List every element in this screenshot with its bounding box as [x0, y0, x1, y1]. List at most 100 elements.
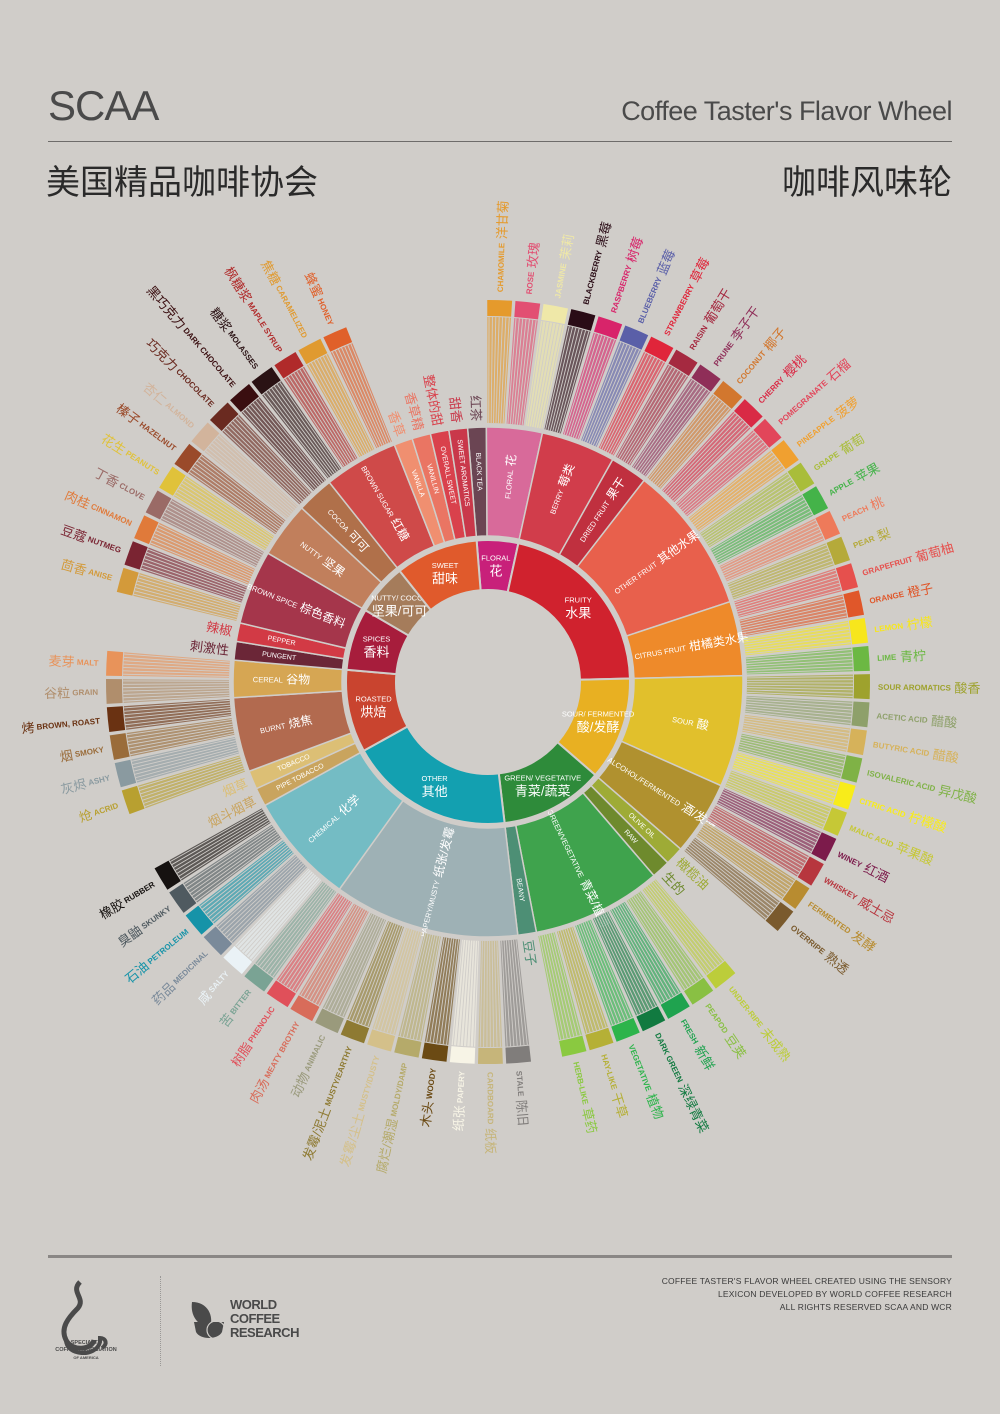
flavor-cap-cinnamon[interactable] — [134, 515, 159, 545]
flavor-cap-phenolic[interactable] — [266, 980, 296, 1008]
flavor-cap-peapod[interactable] — [684, 977, 714, 1005]
flavor-bar-stripe — [550, 933, 578, 1037]
flavor-cap-brown-roast[interactable] — [106, 706, 126, 733]
flavor-cap-meaty-brothy[interactable] — [290, 995, 320, 1022]
flavor-cap-caramelized[interactable] — [298, 338, 328, 365]
flavor-cap-strawberry[interactable] — [644, 336, 674, 362]
subcategory-segment-sweet-aromatics[interactable] — [447, 427, 478, 539]
flavor-cap-apple[interactable] — [802, 486, 829, 516]
flavor-cap-peach[interactable] — [815, 511, 841, 540]
flavor-cap-blackberry[interactable] — [567, 309, 596, 331]
flavor-cap-skunky[interactable] — [169, 883, 197, 913]
flavor-cap-sour-aromatics[interactable] — [853, 674, 870, 700]
flavor-cap-pineapple[interactable] — [771, 440, 799, 470]
flavor-cap-butyric-acid[interactable] — [847, 728, 867, 756]
flavor-cap-salty[interactable] — [223, 945, 253, 975]
flavor-cap-dark-green[interactable] — [636, 1006, 666, 1032]
flavor-cap-maple-syrup[interactable] — [274, 352, 304, 379]
flavor-cap-malic-acid[interactable] — [823, 807, 847, 836]
flavor-cap-under-ripe[interactable] — [706, 960, 736, 989]
category-segment-sweet[interactable] — [398, 539, 482, 612]
flavor-cap-vegetative[interactable] — [611, 1017, 640, 1042]
flavor-bar-molasses[interactable] — [262, 381, 342, 479]
flavor-cap-chocolate[interactable] — [209, 402, 239, 432]
flavor-bar-winey[interactable] — [716, 788, 821, 854]
flavor-cap-honey[interactable] — [323, 327, 353, 352]
flavor-cap-fresh[interactable] — [660, 992, 690, 1019]
flavor-cap-coconut[interactable] — [713, 380, 743, 409]
flavor-bar-stripe — [469, 940, 476, 1047]
flavor-cap-hay-like[interactable] — [585, 1027, 614, 1051]
flavor-cap-pomegranate[interactable] — [753, 418, 782, 448]
flavor-bar-fermented[interactable] — [696, 821, 796, 899]
flavor-cap-malt[interactable] — [106, 650, 124, 676]
flavor-bar-animalic[interactable] — [322, 912, 387, 1018]
flavor-cap-clove[interactable] — [145, 490, 172, 520]
flavor-cap-jasmine[interactable] — [541, 304, 569, 325]
flavor-bar-peapod[interactable] — [626, 891, 704, 991]
flavor-cap-orange[interactable] — [843, 590, 865, 618]
flavor-cap-dark-chocolate[interactable] — [230, 384, 259, 413]
category-floral: BLACK TEA 红茶 FLORAL 花 CHAMOMILE 洋甘菊 ROSE 玫瑰 J… — [466, 200, 576, 594]
flavor-cap-almond[interactable] — [191, 422, 220, 452]
flavor-cap-acetic-acid[interactable] — [851, 701, 870, 728]
flavor-bar-skunky[interactable] — [183, 824, 282, 903]
flavor-cap-fermented[interactable] — [782, 879, 810, 909]
flavor-bar-phenolic[interactable] — [276, 893, 353, 993]
flavor-bar-hazelnut[interactable] — [188, 454, 286, 535]
flavor-cap-nutmeg[interactable] — [124, 541, 148, 570]
flavor-cap-woody[interactable] — [421, 1042, 449, 1062]
flavor-cap-medicinal[interactable] — [203, 926, 233, 956]
flavor-cap-rubber[interactable] — [154, 860, 181, 890]
flavor-cap-isovaleric-acid[interactable] — [841, 755, 863, 783]
flavor-cap-chamomile[interactable] — [487, 300, 513, 317]
flavor-cap-moldy-damp[interactable] — [394, 1036, 422, 1058]
flavor-cap-stale[interactable] — [505, 1045, 532, 1064]
flavor-cap-prune[interactable] — [691, 364, 721, 392]
flavor-bar-stale[interactable] — [500, 939, 530, 1047]
wcr-logo-icon — [191, 1302, 226, 1340]
flavor-cap-molasses[interactable] — [251, 367, 281, 395]
flavor-cap-cherry[interactable] — [734, 399, 763, 428]
flavor-cap-ashy[interactable] — [114, 759, 137, 788]
flavor-cap-grapefruit[interactable] — [835, 563, 859, 592]
flavor-cap-grape[interactable] — [787, 462, 815, 492]
flavor-cap-grain[interactable] — [106, 679, 123, 704]
flavor-cap-papery[interactable] — [449, 1046, 476, 1064]
flavor-cap-petroleum[interactable] — [185, 905, 214, 935]
flavor-cap-whiskey[interactable] — [797, 856, 824, 886]
flavor-cap-lemon[interactable] — [848, 618, 868, 645]
flavor-bar-chamomile[interactable] — [487, 317, 512, 424]
flavor-bar-pineapple[interactable] — [688, 450, 785, 532]
flavor-bar-dark-green[interactable] — [592, 911, 658, 1016]
flavor-cap-musty-earthy[interactable] — [340, 1019, 370, 1044]
flavor-cap-anise[interactable] — [116, 567, 139, 596]
flavor-cap-raisin[interactable] — [668, 349, 698, 376]
flavor-cap-cardboard[interactable] — [477, 1047, 503, 1064]
flavor-cap-acrid[interactable] — [121, 785, 145, 815]
flavor-bar-stripe — [659, 408, 730, 489]
flavor-cap-musty-dusty[interactable] — [367, 1029, 396, 1052]
flavor-cap-rose[interactable] — [514, 300, 541, 320]
flavor-bar-grape[interactable] — [700, 472, 800, 548]
flavor-bar-clove[interactable] — [160, 498, 264, 568]
flavor-cap-hazelnut[interactable] — [174, 443, 202, 473]
flavor-cap-winey[interactable] — [811, 832, 837, 862]
flavor-cap-raspberry[interactable] — [593, 316, 623, 340]
flavor-cap-peanuts[interactable] — [159, 466, 186, 496]
flavor-cap-bitter[interactable] — [244, 963, 274, 992]
flavor-cap-pear[interactable] — [826, 536, 851, 566]
flavor-cap-herb-like[interactable] — [559, 1035, 587, 1057]
flavor-label-zh: 柠檬 — [902, 614, 933, 633]
flavor-cap-overripe[interactable] — [765, 901, 794, 931]
flavor-bar-strawberry[interactable] — [598, 352, 666, 456]
flavor-cap-blueberry[interactable] — [619, 325, 649, 350]
flavor-cap-animalic[interactable] — [315, 1008, 344, 1034]
flavor-cap-lime[interactable] — [852, 645, 870, 672]
flavor-bar-stripe — [131, 737, 236, 762]
flavor-bar-papery[interactable] — [451, 939, 479, 1047]
flavor-bar-caramelized[interactable] — [306, 354, 375, 458]
flavor-bar-prune[interactable] — [631, 378, 711, 477]
flavor-cap-citric-acid[interactable] — [833, 781, 856, 810]
flavor-cap-smoky[interactable] — [109, 733, 130, 760]
